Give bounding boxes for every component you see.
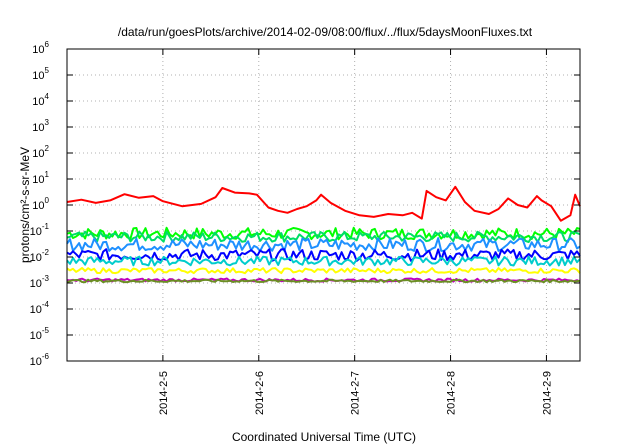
y-axis-label: protons/cm²-s-sr-MeV [18,147,32,263]
y-tick-exponent: 3 [45,118,50,127]
series-line [66,255,581,267]
x-tick-label: 2014-2-9 [541,371,553,415]
y-tick-exponent: -3 [42,274,50,283]
y-tick-label: 101 [32,170,49,186]
y-tick-label: 104 [32,92,49,108]
y-tick-exponent: -4 [42,300,50,309]
y-tick-exponent: 2 [45,144,50,153]
series-line [66,230,581,243]
series-line [66,278,581,284]
y-tick-label: 10-6 [30,352,50,368]
y-tick-label: 10-1 [30,222,50,238]
y-tick-label: 10-4 [30,300,50,316]
x-tick-label: 2014-2-6 [254,371,266,415]
x-axis-ticks: 2014-2-5 2014-2-6 2014-2-7 2014-2-8 2014-2-9 [158,49,553,415]
y-tick-exponent: 0 [45,196,50,205]
y-tick-exponent: -5 [42,326,50,335]
y-tick-exponent: 4 [45,92,50,101]
y-tick-exponent: -1 [42,222,50,231]
y-tick-label: 10-5 [30,326,50,342]
x-tick-label: 2014-2-8 [446,371,458,415]
chart-title: /data/run/goesPlots/archive/2014-02-09/0… [118,25,533,39]
y-tick-exponent: 6 [45,40,50,49]
y-tick-exponent: -6 [42,352,50,361]
y-tick-label: 100 [32,196,49,212]
x-tick-label: 2014-2-7 [350,371,362,415]
x-tick-label: 2014-2-5 [158,371,170,415]
y-tick-label: 106 [32,40,49,56]
x-axis-label: Coordinated Universal Time (UTC) [232,430,416,444]
y-tick-exponent: 1 [45,170,50,179]
y-tick-label: 105 [32,66,49,82]
series-line [66,185,581,222]
y-tick-exponent: 5 [45,66,50,75]
series-line [66,248,581,262]
y-tick-label: 10-3 [30,274,50,290]
y-tick-exponent: -2 [42,248,50,257]
y-tick-label: 103 [32,118,49,134]
y-axis-ticks: 10-610-510-410-310-210-11001011021031041… [30,40,580,368]
series-lines [66,185,581,284]
series-line [66,267,581,275]
series-line [66,237,581,253]
y-tick-label: 10-2 [30,248,50,264]
y-tick-label: 102 [32,144,49,160]
